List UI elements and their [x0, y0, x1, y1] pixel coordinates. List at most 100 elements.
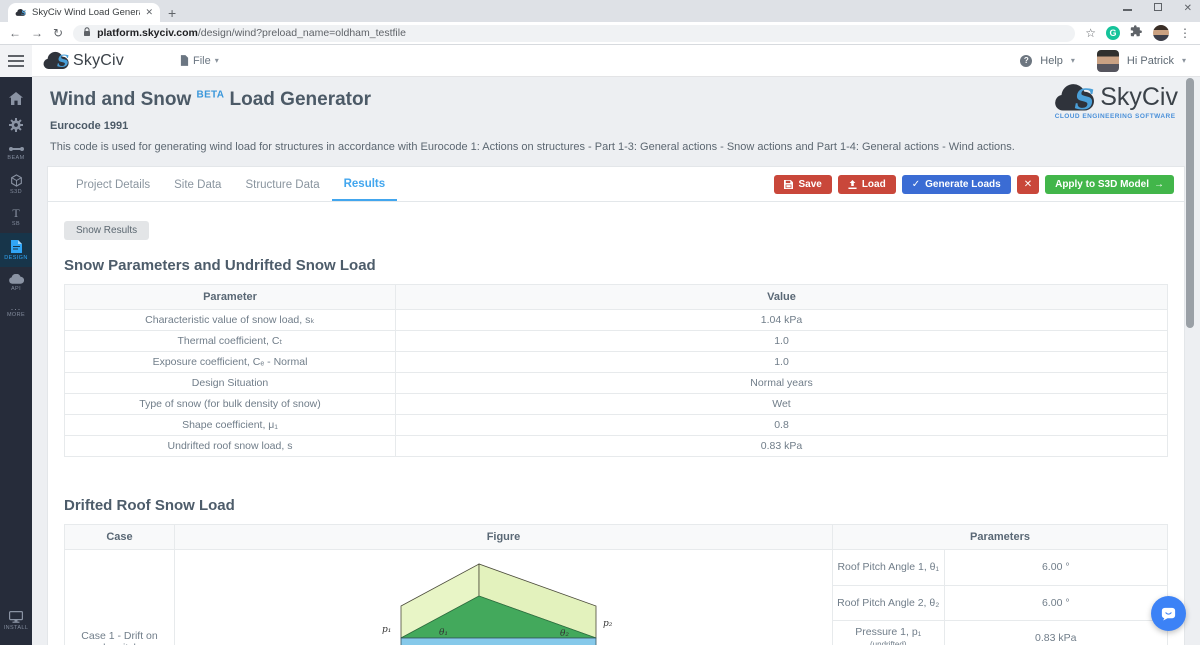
param-value: 6.00 °: [944, 585, 1167, 621]
beam-icon: [8, 147, 24, 151]
bookmark-star-icon[interactable]: ☆: [1085, 26, 1096, 40]
save-button[interactable]: Save: [774, 174, 832, 194]
sidebar-label: DESIGN: [4, 255, 28, 261]
param-label-text: Pressure 1, p₁: [855, 625, 922, 638]
table-row: Case 1 - Drift on duopitch p₁: [64, 549, 1168, 645]
file-menu-label: File: [192, 54, 211, 67]
page-title: Wind and Snow BETA Load Generator: [50, 89, 1182, 111]
svg-text:S: S: [57, 51, 69, 70]
save-icon: [784, 179, 794, 189]
case-cell: Case 1 - Drift on duopitch: [64, 549, 175, 645]
tab-title: SkyCiv Wind Load Generator: [32, 7, 140, 18]
main-content: Wind and Snow BETA Load Generator Euroco…: [32, 77, 1200, 645]
param-label: Roof Pitch Angle 2, θ₂: [833, 585, 945, 621]
tab-site-data[interactable]: Site Data: [174, 178, 222, 191]
value-cell: 0.8: [395, 414, 1168, 436]
sidebar-item-s3d[interactable]: S3D: [0, 167, 32, 201]
tab-results[interactable]: Results: [331, 168, 398, 201]
subtab-snow-results[interactable]: Snow Results: [64, 221, 150, 240]
value-cell: Wet: [395, 393, 1168, 415]
param-row: Roof Pitch Angle 1, θ₁ 6.00 °: [833, 550, 1167, 586]
grammarly-extension-icon[interactable]: G: [1106, 26, 1120, 40]
browser-tab[interactable]: S SkyCiv Wind Load Generator ✕: [8, 3, 160, 22]
forward-icon[interactable]: →: [31, 26, 43, 40]
file-icon: [180, 55, 189, 66]
sidebar-item-more[interactable]: ... MORE: [0, 298, 32, 324]
browser-profile-avatar[interactable]: [1153, 25, 1169, 41]
logo-tagline: CLOUD ENGINEERING SOFTWARE: [1054, 113, 1176, 120]
sidebar-item-sb[interactable]: T SB: [0, 201, 32, 233]
param-label: Pressure 1, p₁ (undrifted): [833, 620, 945, 645]
column-header-figure: Figure: [174, 524, 833, 550]
content-card: Project Details Site Data Structure Data…: [47, 166, 1185, 645]
window-close-button[interactable]: ✕: [1183, 2, 1192, 14]
skyciv-logo[interactable]: S SkyCiv: [42, 51, 124, 70]
window-restore-button[interactable]: [1153, 3, 1162, 14]
user-avatar[interactable]: [1096, 49, 1119, 72]
topbar-right: ? Help ▾ Hi Patrick ▾: [1020, 49, 1186, 72]
url-bar[interactable]: platform.skyciv.com/design/wind?preload_…: [73, 24, 1076, 42]
sidebar-item-settings[interactable]: [0, 111, 32, 138]
extensions-puzzle-icon[interactable]: [1130, 24, 1143, 42]
value-cell: 0.83 kPa: [395, 435, 1168, 457]
sidebar-item-beam[interactable]: BEAM: [0, 138, 32, 167]
column-header-case: Case: [64, 524, 175, 550]
figure-label-p2: p₂: [603, 619, 613, 629]
tab-structure-data[interactable]: Structure Data: [245, 178, 320, 191]
generate-loads-button[interactable]: ✓ Generate Loads: [901, 174, 1011, 194]
figure-label-p1: p₁: [382, 625, 391, 635]
url-domain: platform.skyciv.com: [97, 27, 198, 39]
upload-icon: [848, 179, 857, 189]
apply-s3d-button[interactable]: Apply to S3D Model →: [1045, 174, 1174, 194]
user-menu[interactable]: Hi Patrick: [1126, 54, 1174, 67]
section-title-snow-parameters: Snow Parameters and Undrifted Snow Load: [64, 257, 376, 274]
help-icon: ?: [1020, 54, 1033, 67]
close-results-button[interactable]: ✕: [1016, 174, 1040, 194]
load-button[interactable]: Load: [837, 174, 896, 194]
column-header-parameter: Parameter: [64, 284, 396, 310]
tab-bar: Project Details Site Data Structure Data…: [48, 167, 1184, 202]
page-title-post: Load Generator: [229, 89, 371, 110]
sidebar-label: API: [10, 286, 22, 292]
chat-widget-button[interactable]: [1151, 596, 1186, 631]
table-row: Shape coefficient, μ₁ 0.8: [64, 414, 1168, 436]
page-scrollbar[interactable]: [1186, 78, 1194, 328]
browser-tab-strip: S SkyCiv Wind Load Generator ✕ + ✕: [0, 0, 1200, 22]
snow-parameters-table: Parameter Value Characteristic value of …: [64, 284, 1168, 457]
sidebar-label: S3D: [10, 189, 22, 195]
new-tab-button[interactable]: +: [168, 5, 177, 21]
sidebar-item-api[interactable]: API: [0, 267, 32, 298]
sidebar-item-install[interactable]: INSTALL: [0, 604, 32, 637]
site-favicon-icon: S: [15, 4, 27, 22]
tab-project-details[interactable]: Project Details: [76, 178, 151, 191]
reload-icon[interactable]: ↻: [53, 26, 64, 40]
chat-icon: [1161, 607, 1176, 621]
figure-label-theta2: θ₂: [560, 629, 569, 639]
back-icon[interactable]: ←: [9, 26, 21, 40]
generate-loads-label: Generate Loads: [925, 178, 1001, 190]
app-topbar: S SkyCiv File ▾ ? Help ▾ Hi Patrick ▾: [0, 44, 1200, 77]
figure-cell: p₁ θ₁ θ₂ p₂: [174, 549, 833, 645]
drifted-snow-table: Case Figure Parameters Case 1 - Drift on…: [64, 524, 1168, 645]
help-menu[interactable]: Help: [1040, 54, 1063, 67]
sidebar-label: SB: [11, 221, 21, 227]
window-controls: ✕: [1122, 2, 1192, 14]
more-dots-icon: ...: [10, 302, 22, 312]
table-row: Thermal coefficient, Cₜ 1.0: [64, 330, 1168, 352]
beta-badge: BETA: [196, 89, 225, 101]
parameters-subtable: Roof Pitch Angle 1, θ₁ 6.00 ° Roof Pitch…: [833, 550, 1167, 645]
sidebar-item-home[interactable]: [0, 85, 32, 111]
browser-menu-icon[interactable]: ⋮: [1179, 26, 1191, 40]
file-menu[interactable]: File ▾: [180, 55, 219, 67]
parameters-cell: Roof Pitch Angle 1, θ₁ 6.00 ° Roof Pitch…: [832, 549, 1168, 645]
page-title-pre: Wind and Snow: [50, 89, 192, 110]
monitor-icon: [9, 611, 23, 623]
gear-icon: [9, 118, 23, 132]
close-icon: ✕: [1023, 178, 1033, 190]
code-subtitle: Eurocode 1991: [50, 120, 129, 132]
tab-close-icon[interactable]: ✕: [145, 7, 153, 17]
hamburger-menu-icon[interactable]: [0, 44, 32, 77]
sidebar-item-design[interactable]: DESIGN: [0, 233, 32, 267]
window-minimize-button[interactable]: [1122, 4, 1132, 14]
column-header-parameters: Parameters: [832, 524, 1168, 550]
